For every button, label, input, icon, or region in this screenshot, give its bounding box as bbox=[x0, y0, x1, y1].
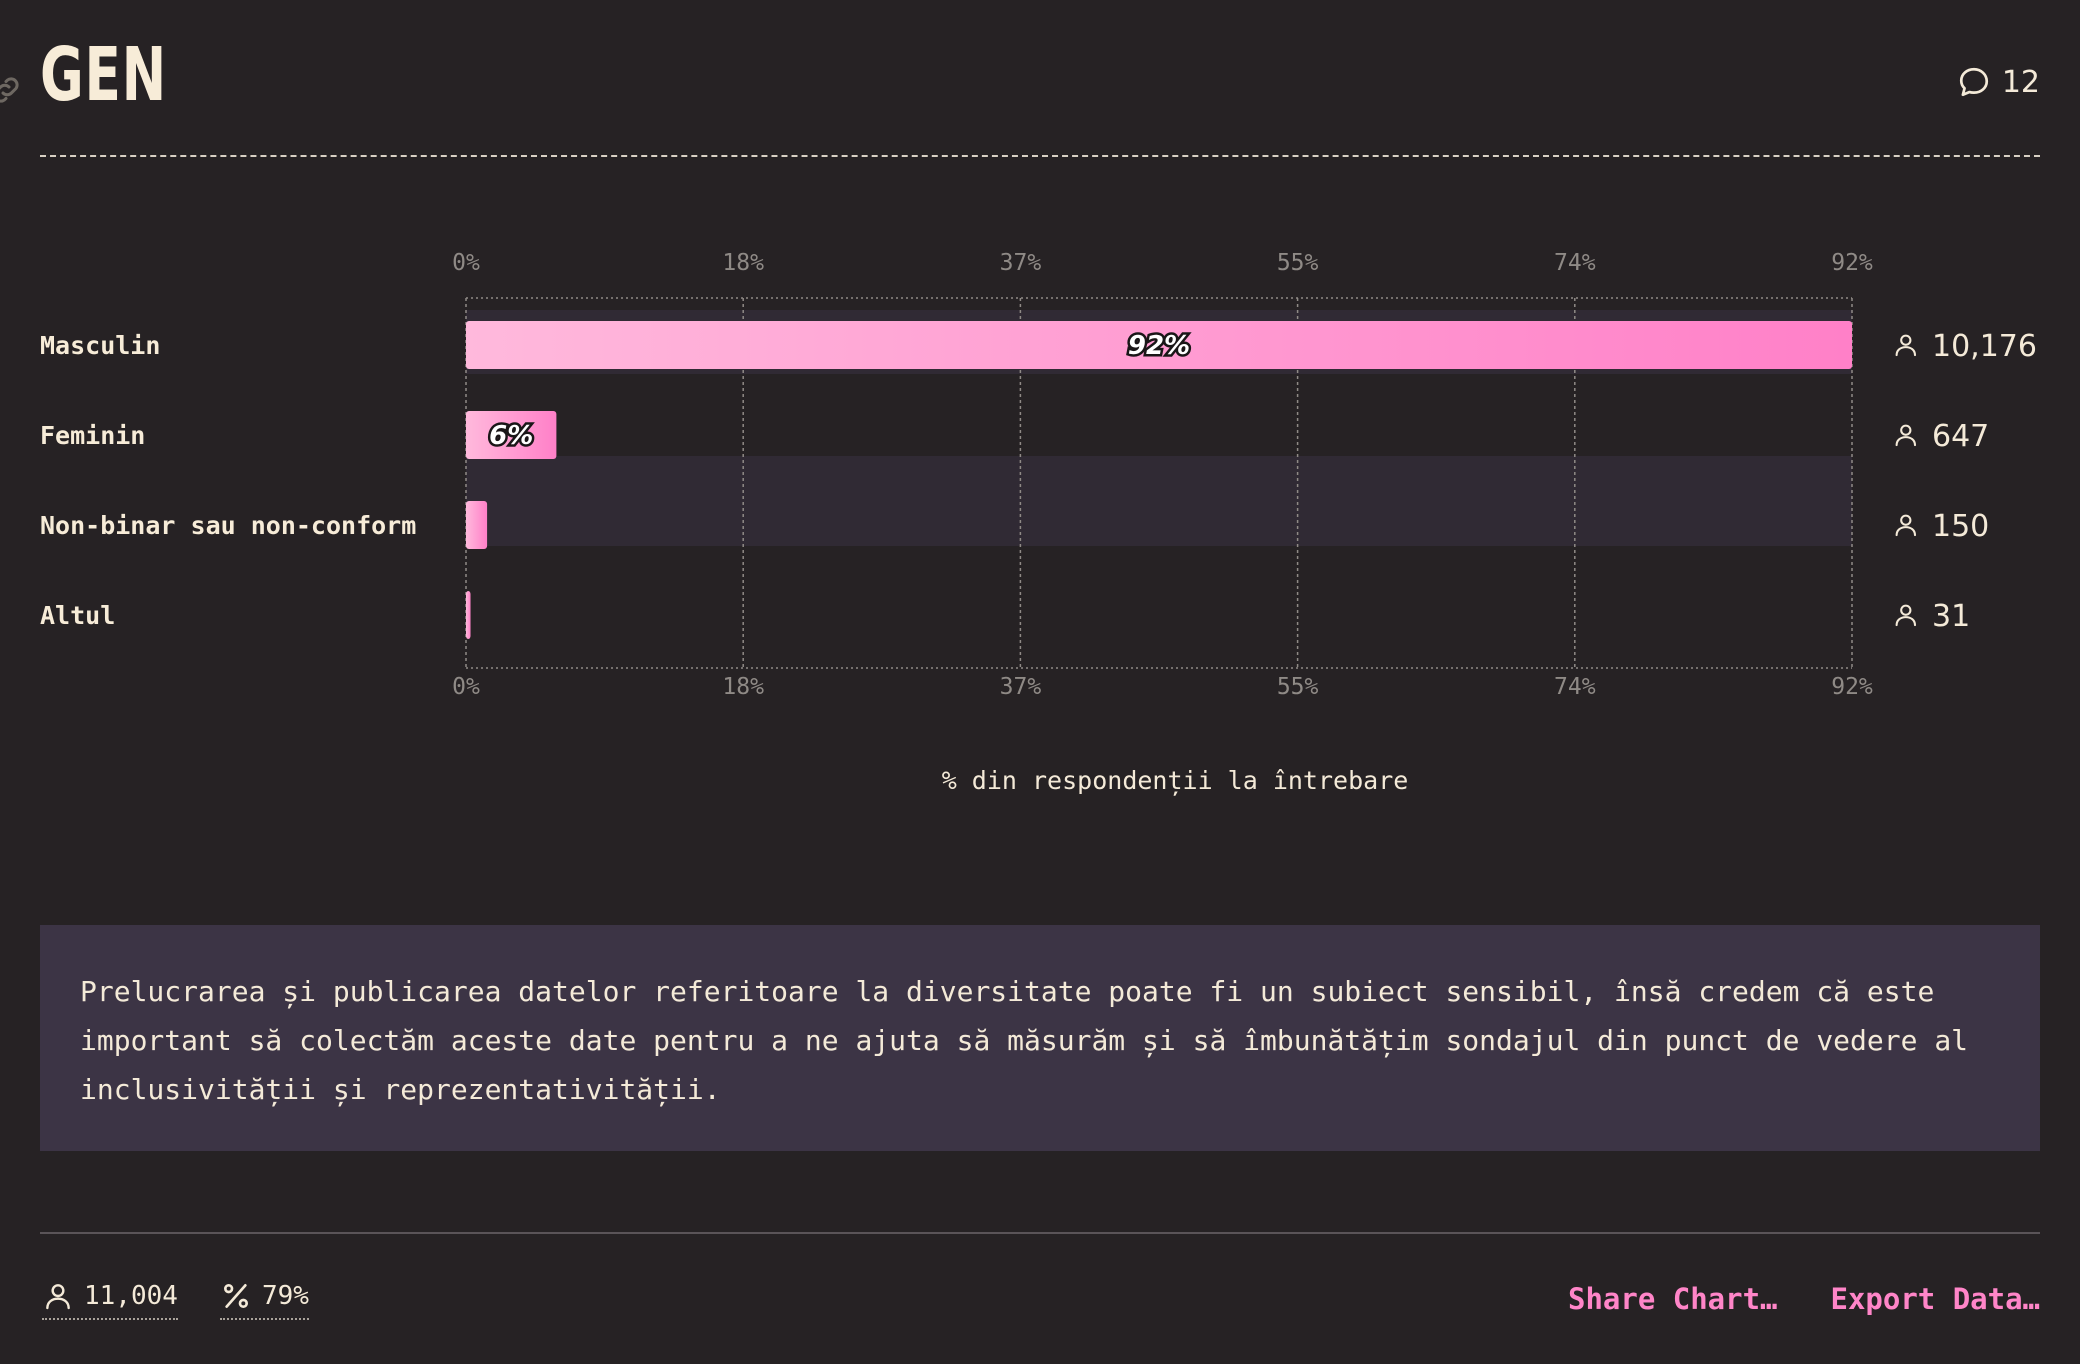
tick-label-bottom: 92% bbox=[1831, 674, 1873, 700]
bar bbox=[466, 411, 557, 459]
respondent-count: 150 bbox=[1932, 509, 1989, 544]
category-label: Masculin bbox=[40, 331, 160, 360]
bars bbox=[466, 321, 1852, 639]
comments-button[interactable]: 12 bbox=[1956, 64, 2040, 100]
respondents-count: 11,004 bbox=[84, 1281, 178, 1311]
gender-bar-chart: 0% 0% 18% 18% 37% 37% 55% 55% 74% 74% 92% 92% 92% Mas… bbox=[40, 250, 2037, 700]
tick-label-top: 18% bbox=[722, 250, 764, 276]
respondent-count: 10,176 bbox=[1932, 329, 2037, 364]
share-chart-button[interactable]: Share Chart… bbox=[1568, 1282, 1778, 1316]
tick-label-top: 37% bbox=[1000, 250, 1042, 276]
bar bbox=[466, 501, 488, 549]
bar-value-label: 6% bbox=[489, 421, 533, 451]
footer-divider bbox=[40, 1232, 2040, 1234]
tick-label-bottom: 0% bbox=[452, 674, 480, 700]
person-icon bbox=[1895, 514, 1917, 537]
row-background bbox=[466, 456, 1852, 546]
person-icon bbox=[1895, 334, 1917, 357]
tick-label-top: 74% bbox=[1554, 250, 1596, 276]
percent-icon bbox=[224, 1284, 248, 1308]
bar-value-label: 92% bbox=[1128, 331, 1190, 361]
tick-label-top: 92% bbox=[1831, 250, 1873, 276]
person-icon-head bbox=[1900, 424, 1912, 436]
link-icon[interactable] bbox=[0, 72, 24, 108]
x-axis-label: % din respondenții la întrebare bbox=[941, 766, 1409, 795]
category-label: Feminin bbox=[40, 421, 145, 450]
export-data-button[interactable]: Export Data… bbox=[1830, 1282, 2040, 1316]
tick-label-bottom: 55% bbox=[1277, 674, 1319, 700]
page-title: GEN bbox=[40, 32, 167, 118]
category-label: Altul bbox=[40, 601, 115, 630]
bar bbox=[466, 321, 1852, 369]
percent-stat[interactable]: 79% bbox=[220, 1280, 309, 1320]
respondents-stat[interactable]: 11,004 bbox=[42, 1280, 178, 1320]
bar bbox=[466, 591, 471, 639]
tick-label-bottom: 74% bbox=[1554, 674, 1596, 700]
person-icon bbox=[46, 1284, 70, 1310]
tick-label-top: 0% bbox=[452, 250, 480, 276]
labels: 0% 0% 18% 18% 37% 37% 55% 55% 74% 74% 92% 92% 92% Mas… bbox=[40, 250, 2037, 700]
person-icon-body bbox=[1895, 436, 1917, 447]
tick-label-bottom: 18% bbox=[722, 674, 764, 700]
person-icon bbox=[1895, 424, 1917, 447]
percent-value: 79% bbox=[262, 1281, 309, 1311]
person-icon-body bbox=[1895, 526, 1917, 537]
person-icon bbox=[1895, 604, 1917, 627]
tick-label-top: 55% bbox=[1277, 250, 1319, 276]
person-icon-head bbox=[1900, 334, 1912, 346]
info-note: Prelucrarea și publicarea datelor referi… bbox=[40, 925, 2040, 1151]
person-icon-body bbox=[1895, 346, 1917, 357]
tick-label-bottom: 37% bbox=[1000, 674, 1042, 700]
category-label: Non-binar sau non-conform bbox=[40, 511, 416, 540]
respondent-count: 31 bbox=[1932, 599, 1970, 634]
comment-count: 12 bbox=[2001, 64, 2040, 100]
person-icon-head bbox=[1900, 604, 1912, 616]
respondent-count: 647 bbox=[1932, 419, 1989, 454]
person-icon-body bbox=[1895, 616, 1917, 627]
person-icon-head bbox=[1900, 514, 1912, 526]
speech-bubble-icon bbox=[1959, 67, 1988, 97]
header-divider bbox=[40, 155, 2040, 157]
